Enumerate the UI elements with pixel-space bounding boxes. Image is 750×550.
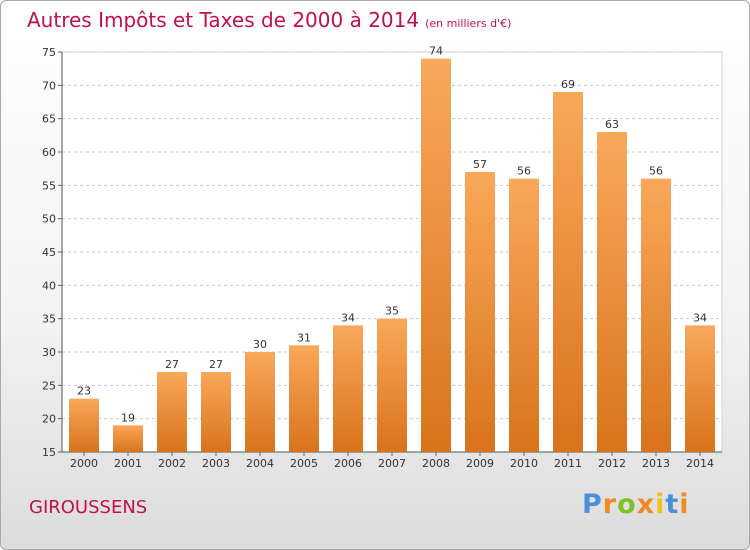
bar-value-label: 56 [649, 165, 663, 178]
chart-subtitle: (en milliers d'€) [425, 17, 512, 30]
y-tick-label: 40 [42, 279, 56, 292]
y-tick-label: 75 [42, 46, 56, 59]
bar-value-label: 27 [165, 358, 179, 371]
y-tick-label: 25 [42, 379, 56, 392]
x-tick-label: 2012 [598, 457, 626, 470]
bar [377, 318, 407, 452]
x-tick-label: 2009 [466, 457, 494, 470]
logo-letter: x [636, 489, 656, 520]
bar [553, 92, 583, 452]
bar-value-label: 19 [121, 411, 135, 424]
chart-title: Autres Impôts et Taxes de 2000 à 2014 (en… [27, 8, 511, 32]
bar-value-label: 34 [693, 311, 707, 324]
x-tick-label: 2004 [246, 457, 274, 470]
y-tick-label: 30 [42, 346, 56, 359]
y-tick-label: 15 [42, 446, 56, 459]
y-tick-label: 65 [42, 113, 56, 126]
x-tick-label: 2006 [334, 457, 362, 470]
bar [69, 398, 99, 452]
chart-title-text: Autres Impôts et Taxes de 2000 à 2014 [27, 8, 420, 32]
bar [245, 352, 275, 452]
y-tick-label: 35 [42, 313, 56, 326]
logo-letter: i [655, 489, 666, 520]
bar [641, 178, 671, 452]
y-tick-label: 20 [42, 413, 56, 426]
bar [113, 425, 143, 452]
bar [157, 372, 187, 452]
y-tick-label: 60 [42, 146, 56, 159]
logo-letter: r [602, 489, 618, 520]
bar-value-label: 27 [209, 358, 223, 371]
logo-letter: t [665, 489, 680, 520]
commune-name: GIROUSSENS [29, 497, 148, 518]
x-tick-label: 2014 [686, 457, 714, 470]
bar-value-label: 34 [341, 311, 355, 324]
proxiti-logo: Proxiti [582, 489, 690, 520]
x-tick-label: 2005 [290, 457, 318, 470]
bar-value-label: 56 [517, 165, 531, 178]
x-tick-label: 2002 [158, 457, 186, 470]
x-tick-label: 2013 [642, 457, 670, 470]
bar-value-label: 30 [253, 338, 267, 351]
bar [333, 325, 363, 452]
x-tick-label: 2003 [202, 457, 230, 470]
bar-value-label: 35 [385, 305, 399, 318]
bar [597, 132, 627, 452]
bar [685, 325, 715, 452]
bar-value-label: 57 [473, 158, 487, 171]
y-tick-label: 50 [42, 213, 56, 226]
bar-value-label: 23 [77, 385, 91, 398]
x-tick-label: 2000 [70, 457, 98, 470]
bar [509, 178, 539, 452]
x-tick-label: 2007 [378, 457, 406, 470]
logo-letter: o [617, 489, 637, 520]
x-tick-label: 2011 [554, 457, 582, 470]
bar [289, 345, 319, 452]
bar [465, 172, 495, 452]
bar-value-label: 69 [561, 78, 575, 91]
bar-value-label: 31 [297, 331, 311, 344]
y-tick-label: 70 [42, 79, 56, 92]
bar [421, 58, 451, 453]
y-tick-label: 45 [42, 246, 56, 259]
logo-letter: P [582, 489, 603, 520]
x-tick-label: 2010 [510, 457, 538, 470]
x-tick-label: 2001 [114, 457, 142, 470]
y-tick-label: 55 [42, 179, 56, 192]
bar [201, 372, 231, 452]
x-tick-label: 2008 [422, 457, 450, 470]
bar-value-label: 74 [429, 45, 443, 58]
bar-value-label: 63 [605, 118, 619, 131]
logo-letter: i [679, 489, 690, 520]
